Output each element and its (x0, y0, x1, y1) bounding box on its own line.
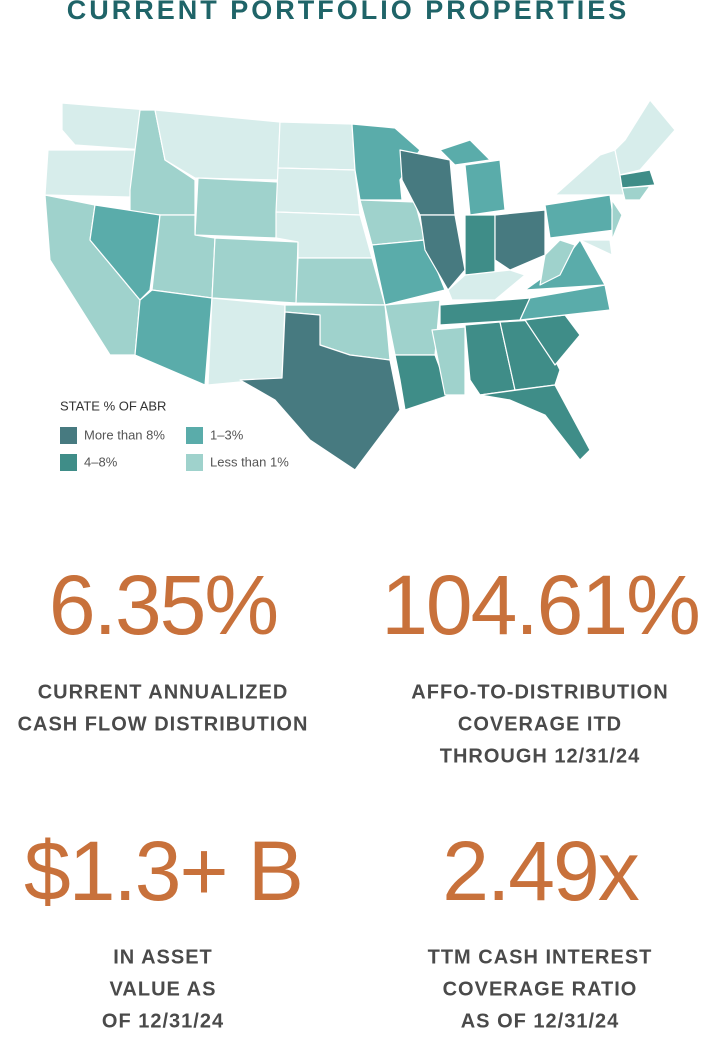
legend-swatch (60, 454, 77, 471)
state (211, 237, 299, 304)
state (479, 384, 591, 461)
state (207, 297, 286, 386)
state (351, 123, 421, 201)
legend-swatch (60, 427, 77, 444)
state (464, 214, 496, 276)
us-map (44, 99, 676, 471)
state (89, 204, 161, 301)
stat-label: COVERAGE ITD (458, 713, 622, 735)
state (554, 149, 626, 196)
legend-label: 1–3% (210, 427, 244, 442)
stat-value: 104.61% (381, 558, 699, 652)
stat-label: TTM CASH INTEREST (428, 946, 653, 968)
state (44, 149, 141, 198)
state (419, 214, 466, 291)
state (579, 239, 613, 256)
stat-label: CASH FLOW DISTRIBUTION (18, 713, 309, 735)
stat-label: AFFO-TO-DISTRIBUTION (411, 681, 668, 703)
state (447, 269, 526, 301)
state (154, 109, 281, 181)
state (494, 209, 546, 271)
state (239, 311, 401, 471)
state (194, 177, 279, 239)
state (611, 199, 623, 241)
state (384, 299, 441, 356)
state (61, 102, 149, 151)
state (544, 194, 616, 239)
state (134, 289, 213, 386)
legend-swatch (186, 454, 203, 471)
stat-label: THROUGH 12/31/24 (440, 745, 641, 767)
stat-label: VALUE AS (110, 978, 217, 1000)
state (295, 257, 386, 306)
stat-value: 6.35% (49, 558, 277, 652)
state (275, 167, 361, 216)
title: CURRENT PORTFOLIO PROPERTIES (67, 0, 630, 25)
state (519, 284, 611, 321)
state (619, 169, 656, 189)
stats: 6.35% CURRENT ANNUALIZED CASH FLOW DISTRIB… (18, 558, 701, 1032)
stat-label: CURRENT ANNUALIZED (38, 681, 289, 703)
state (539, 239, 576, 286)
state (431, 326, 466, 396)
legend-label: More than 8% (84, 427, 165, 442)
stat-label: COVERAGE RATIO (443, 978, 638, 1000)
state (277, 121, 356, 171)
legend-swatch (186, 427, 203, 444)
state (464, 159, 506, 216)
state (621, 185, 651, 201)
stat-value: $1.3+ B (24, 824, 302, 918)
legend-title: STATE % OF ABR (60, 398, 166, 413)
state (439, 139, 491, 166)
state (394, 354, 451, 411)
stat-label: AS OF 12/31/24 (461, 1010, 620, 1032)
state (371, 239, 446, 306)
legend-label: Less than 1% (210, 454, 289, 469)
state (614, 99, 676, 176)
legend-label: 4–8% (84, 454, 118, 469)
legend: More than 8% 4–8% 1–3% Less than 1% (60, 427, 289, 471)
stat-value: 2.49x (442, 824, 639, 918)
stat-label: OF 12/31/24 (102, 1010, 224, 1032)
stat-label: IN ASSET (113, 946, 213, 968)
